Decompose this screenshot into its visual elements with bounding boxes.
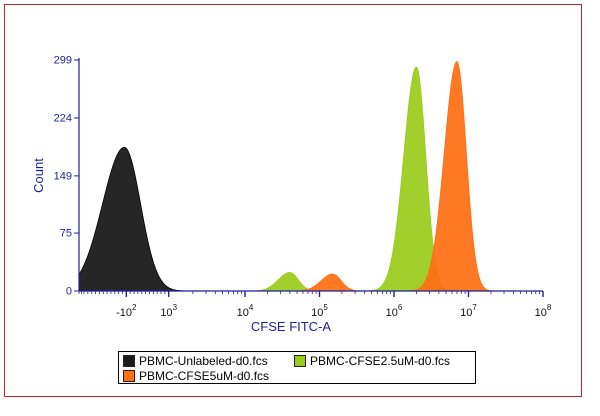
y-tick-label: 0 [66,286,72,298]
y-tick-label: 149 [54,170,72,182]
legend-label-cfse5: PBMC-CFSE5uM-d0.fcs [139,369,270,383]
legend-item-unlabeled: PBMC-Unlabeled-d0.fcs [123,354,268,368]
x-tick-label: 103 [160,303,177,319]
chart-frame: 0 75 149 224 299 Count -102 103 104 105 106 107 108 C… [4,4,582,397]
legend: PBMC-Unlabeled-d0.fcs PBMC-CFSE2.5uM-d0.… [118,351,476,384]
x-axis-label: CFSE FITC-A [251,319,331,334]
x-tick-label: 106 [386,303,403,319]
y-tick-label: 75 [60,228,72,240]
y-axis-label: Count [31,158,46,193]
legend-swatch-cfse5 [123,370,135,382]
legend-item-cfse5: PBMC-CFSE5uM-d0.fcs [123,369,269,383]
legend-label-cfse25: PBMC-CFSE2.5uM-d0.fcs [310,354,451,368]
legend-label-unlabeled: PBMC-Unlabeled-d0.fcs [139,354,268,368]
legend-swatch-cfse25 [294,355,306,367]
y-tick-label: 299 [54,55,72,67]
x-tick-label: 107 [460,303,477,319]
x-tick-label: -102 [116,303,137,319]
x-tick-label: 108 [535,303,552,319]
y-tick-label: 224 [54,112,72,124]
legend-item-cfse25: PBMC-CFSE2.5uM-d0.fcs [294,354,450,368]
histogram-chart: 0 75 149 224 299 Count -102 103 104 105 106 107 108 C… [31,55,552,335]
x-tick-label: 104 [237,303,254,319]
x-tick-label: 105 [311,303,328,319]
legend-swatch-unlabeled [123,355,135,367]
